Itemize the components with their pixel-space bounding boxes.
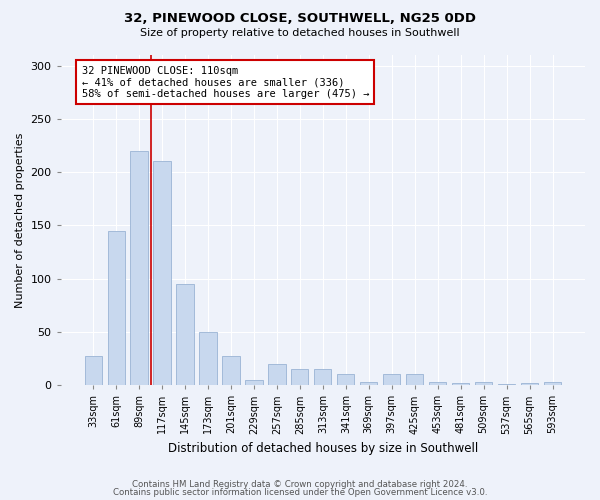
Bar <box>383 374 400 385</box>
Bar <box>268 364 286 385</box>
Text: Contains public sector information licensed under the Open Government Licence v3: Contains public sector information licen… <box>113 488 487 497</box>
Text: 32, PINEWOOD CLOSE, SOUTHWELL, NG25 0DD: 32, PINEWOOD CLOSE, SOUTHWELL, NG25 0DD <box>124 12 476 26</box>
Bar <box>107 230 125 385</box>
Bar <box>452 383 469 385</box>
Bar <box>521 383 538 385</box>
Bar <box>544 382 561 385</box>
Bar <box>337 374 355 385</box>
Bar <box>223 356 239 385</box>
Bar <box>245 380 263 385</box>
Text: Size of property relative to detached houses in Southwell: Size of property relative to detached ho… <box>140 28 460 38</box>
Bar <box>360 382 377 385</box>
Bar <box>154 162 170 385</box>
Text: 32 PINEWOOD CLOSE: 110sqm
← 41% of detached houses are smaller (336)
58% of semi: 32 PINEWOOD CLOSE: 110sqm ← 41% of detac… <box>82 66 369 99</box>
Bar <box>291 369 308 385</box>
Bar <box>429 382 446 385</box>
Bar <box>85 356 102 385</box>
Bar <box>406 374 424 385</box>
Bar <box>314 369 331 385</box>
Bar <box>176 284 194 385</box>
Bar <box>475 382 492 385</box>
X-axis label: Distribution of detached houses by size in Southwell: Distribution of detached houses by size … <box>168 442 478 455</box>
Y-axis label: Number of detached properties: Number of detached properties <box>15 132 25 308</box>
Bar <box>130 151 148 385</box>
Bar <box>199 332 217 385</box>
Bar <box>498 384 515 385</box>
Text: Contains HM Land Registry data © Crown copyright and database right 2024.: Contains HM Land Registry data © Crown c… <box>132 480 468 489</box>
